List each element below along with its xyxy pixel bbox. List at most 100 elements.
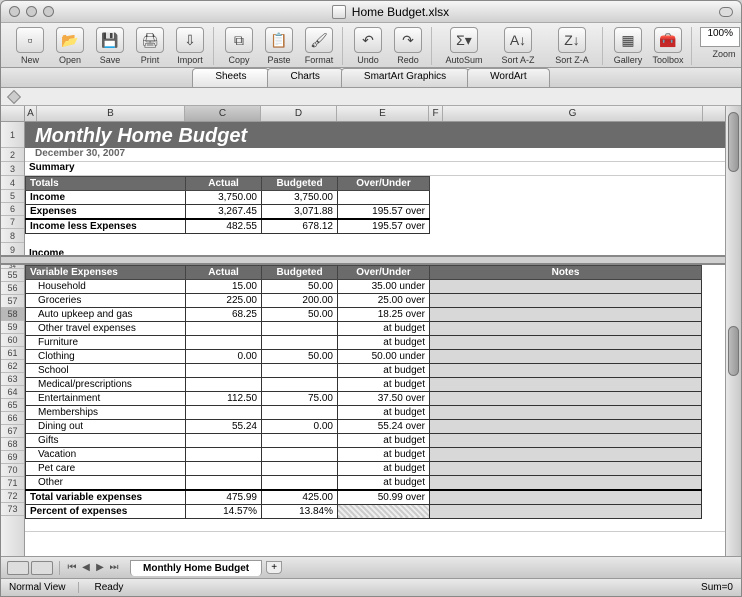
cell-budgeted[interactable]: 50.00 (262, 349, 338, 363)
cell-actual[interactable] (186, 461, 262, 475)
cell-over[interactable]: at budget (338, 405, 430, 419)
select-all-corner[interactable] (1, 106, 25, 121)
cell-actual[interactable] (186, 447, 262, 461)
row-header[interactable]: 1 (1, 122, 24, 148)
cell-label[interactable]: Entertainment (26, 391, 186, 405)
row-header[interactable]: 3 (1, 162, 24, 176)
sort-za-button[interactable]: Z↓Sort Z-A (546, 27, 598, 65)
cell-budgeted[interactable] (262, 433, 338, 447)
last-sheet-icon[interactable]: ⏭ (108, 562, 120, 574)
cell-label[interactable]: Medical/prescriptions (26, 377, 186, 391)
first-sheet-icon[interactable]: ⏮ (66, 562, 78, 574)
cell-notes[interactable] (430, 475, 702, 490)
open-button[interactable]: 📂Open (51, 27, 89, 65)
cell-over[interactable] (338, 504, 430, 518)
cell-over[interactable]: at budget (338, 321, 430, 335)
col-header-b[interactable]: B (37, 106, 185, 121)
sheet-tab[interactable]: Monthly Home Budget (130, 560, 262, 576)
cell-budgeted[interactable]: 75.00 (262, 391, 338, 405)
close-icon[interactable] (9, 6, 20, 17)
cell-actual[interactable]: 482.55 (186, 219, 262, 234)
row-header[interactable]: 4 (1, 176, 24, 190)
cell-actual[interactable]: 55.24 (186, 419, 262, 433)
row-header[interactable]: 60 (1, 334, 24, 347)
cell-budgeted[interactable] (262, 475, 338, 490)
cell-notes[interactable] (430, 321, 702, 335)
cell-label[interactable]: Percent of expenses (26, 504, 186, 518)
row-header[interactable]: 56 (1, 282, 24, 295)
cell-over[interactable]: at budget (338, 335, 430, 349)
cell-budgeted[interactable] (262, 335, 338, 349)
row-header[interactable]: 7 (1, 216, 24, 229)
print-button[interactable]: 🖨Print (131, 27, 169, 65)
cell-label[interactable]: Expenses (26, 205, 186, 220)
toolbar-toggle-icon[interactable] (719, 7, 733, 17)
zoom-control[interactable]: 100%▾ Zoom (698, 27, 742, 65)
cell-notes[interactable] (430, 293, 702, 307)
normal-view-button[interactable] (7, 561, 29, 575)
save-button[interactable]: 💾Save (91, 27, 129, 65)
cell-budgeted[interactable]: 50.00 (262, 279, 338, 293)
cell-actual[interactable] (186, 335, 262, 349)
cell-over[interactable]: at budget (338, 475, 430, 490)
copy-button[interactable]: ⧉Copy (220, 27, 258, 65)
row-header[interactable]: 57 (1, 295, 24, 308)
row-header[interactable]: 71 (1, 477, 24, 490)
cell-budgeted[interactable]: 678.12 (262, 219, 338, 234)
cell-label[interactable]: Dining out (26, 419, 186, 433)
formula-bar[interactable] (1, 88, 741, 106)
grid-content-bottom[interactable]: Variable Expenses Actual Budgeted Over/U… (25, 265, 741, 557)
row-header[interactable]: 73 (1, 503, 24, 516)
cell-actual[interactable]: 3,750.00 (186, 191, 262, 205)
cell-notes[interactable] (430, 490, 702, 505)
cell-notes[interactable] (430, 447, 702, 461)
col-header-c[interactable]: C (185, 106, 261, 121)
cell-budgeted[interactable]: 0.00 (262, 419, 338, 433)
cell-actual[interactable]: 3,267.45 (186, 205, 262, 220)
cell-budgeted[interactable]: 425.00 (262, 490, 338, 505)
cell-actual[interactable]: 68.25 (186, 307, 262, 321)
tab-charts[interactable]: Charts (267, 68, 342, 87)
cell-budgeted[interactable]: 200.00 (262, 293, 338, 307)
cell-over[interactable]: 50.99 over (338, 490, 430, 505)
cell-label[interactable]: Auto upkeep and gas (26, 307, 186, 321)
cell-over[interactable]: at budget (338, 461, 430, 475)
add-sheet-button[interactable]: + (266, 561, 282, 574)
cell-budgeted[interactable] (262, 447, 338, 461)
cell-notes[interactable] (430, 419, 702, 433)
cell-actual[interactable]: 112.50 (186, 391, 262, 405)
sort-az-button[interactable]: A↓Sort A-Z (492, 27, 544, 65)
row-header[interactable]: 63 (1, 373, 24, 386)
cell-actual[interactable]: 475.99 (186, 490, 262, 505)
cell-actual[interactable] (186, 405, 262, 419)
gallery-button[interactable]: ▦Gallery (609, 27, 647, 65)
cell-notes[interactable] (430, 363, 702, 377)
cell-over[interactable]: 50.00 under (338, 349, 430, 363)
col-header-g[interactable]: G (443, 106, 703, 121)
page-layout-view-button[interactable] (31, 561, 53, 575)
cell-over[interactable]: at budget (338, 433, 430, 447)
cell-actual[interactable]: 0.00 (186, 349, 262, 363)
cell-label[interactable]: Total variable expenses (26, 490, 186, 505)
cell-budgeted[interactable] (262, 321, 338, 335)
cell-label[interactable]: Clothing (26, 349, 186, 363)
cell-budgeted[interactable]: 13.84% (262, 504, 338, 518)
cell-label[interactable]: School (26, 363, 186, 377)
row-header[interactable]: 69 (1, 451, 24, 464)
autosum-button[interactable]: Σ▾AutoSum (438, 27, 490, 65)
cell-actual[interactable]: 15.00 (186, 279, 262, 293)
prev-sheet-icon[interactable]: ◀ (80, 562, 92, 574)
cell-over[interactable]: 25.00 over (338, 293, 430, 307)
cell-over[interactable]: 55.24 over (338, 419, 430, 433)
row-header[interactable]: 67 (1, 425, 24, 438)
grid-content[interactable]: Monthly Home Budget December 30, 2007 Su… (25, 122, 741, 255)
col-header-d[interactable]: D (261, 106, 337, 121)
row-header[interactable]: 6 (1, 203, 24, 216)
tab-smartart[interactable]: SmartArt Graphics (341, 68, 469, 87)
cell-over[interactable]: 37.50 over (338, 391, 430, 405)
new-button[interactable]: ▫New (11, 27, 49, 65)
cell-notes[interactable] (430, 461, 702, 475)
row-header[interactable]: 9 (1, 243, 24, 255)
row-header[interactable]: 64 (1, 386, 24, 399)
cell-actual[interactable]: 14.57% (186, 504, 262, 518)
